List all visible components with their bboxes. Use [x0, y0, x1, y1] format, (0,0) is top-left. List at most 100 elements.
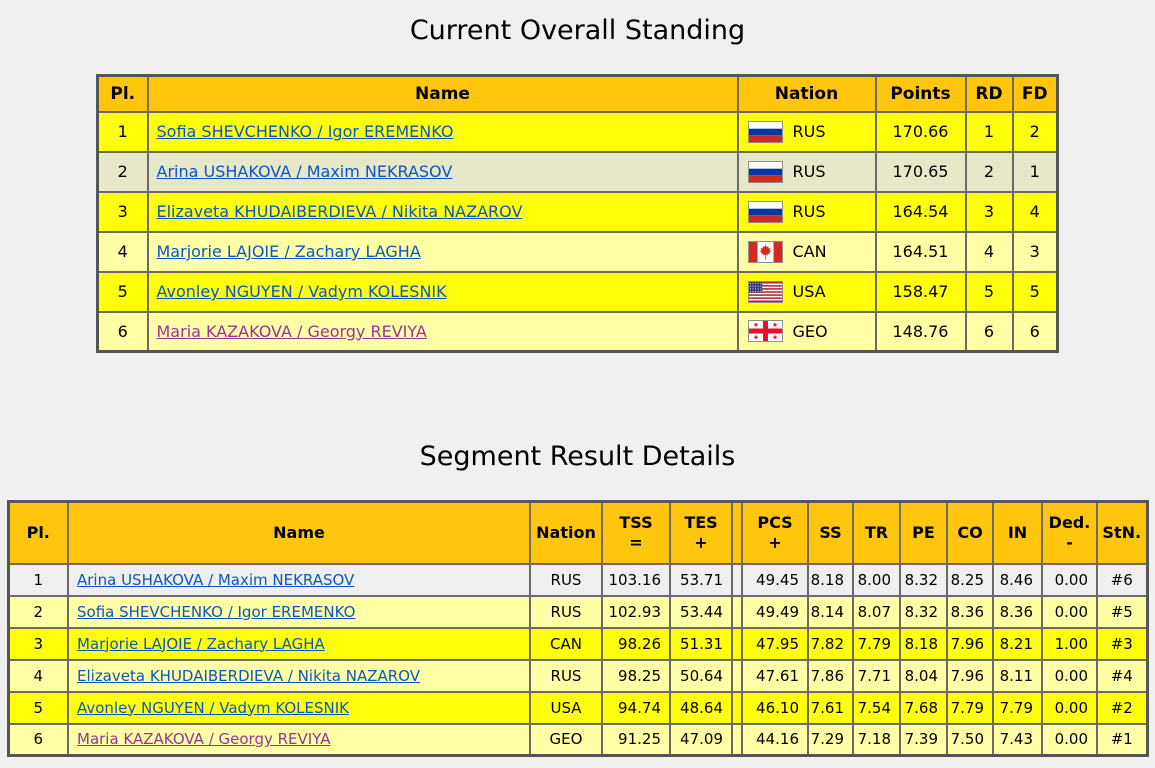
in-cell: 8.21: [992, 626, 1043, 661]
nation-cell: USA: [529, 690, 603, 725]
column-header-nation: Nation: [736, 74, 877, 113]
nation-cell: RUS: [529, 594, 603, 629]
co-cell: 7.96: [946, 626, 994, 661]
nation-code: GEO: [792, 321, 828, 341]
ded-cell: 0.00: [1041, 722, 1098, 757]
russia-flag-icon: [747, 120, 783, 143]
name-cell: Avonley NGUYEN / Vadym KOLESNIK: [67, 690, 531, 725]
nation-cell: CAN: [736, 230, 877, 273]
rd-cell: 2: [964, 150, 1014, 193]
column-header-stn: StN.: [1096, 500, 1148, 565]
table-row: 6 Maria KAZAKOVA / Georgy REVIYA GEO 148.76…: [96, 310, 1059, 353]
spacer-cell: [731, 690, 743, 725]
column-header-name: Name: [146, 74, 739, 113]
table-row: 4 Marjorie LAJOIE / Zachary LAGHA CAN 164.5…: [96, 230, 1059, 273]
stn-cell: #3: [1096, 626, 1148, 661]
spacer-cell: [731, 626, 743, 661]
nation-cell: USA: [736, 270, 877, 313]
ded-cell: 1.00: [1041, 626, 1098, 661]
nation-code: CAN: [792, 242, 827, 261]
in-cell: 7.79: [992, 690, 1043, 725]
column-header-ded: Ded. -: [1041, 500, 1098, 565]
pcs-cell: 47.95: [741, 626, 809, 661]
pl-cell: 2: [7, 594, 69, 629]
rd-cell: 6: [964, 310, 1014, 353]
name-cell: Sofia SHEVCHENKO / Igor EREMENKO: [67, 594, 531, 629]
points-cell: 148.76: [874, 310, 967, 353]
name-cell: Elizaveta KHUDAIBERDIEVA / Nikita NAZARO…: [67, 658, 531, 693]
pcs-cell: 46.10: [741, 690, 809, 725]
pcs-cell: 44.16: [741, 722, 809, 757]
pe-cell: 8.32: [899, 562, 948, 597]
russia-flag-icon: [747, 200, 783, 223]
spacer-column-header: [731, 500, 743, 565]
name-cell: Arina USHAKOVA / Maxim NEKRASOV: [67, 562, 531, 597]
usa-flag-icon: [747, 280, 783, 303]
spacer-cell: [731, 722, 743, 757]
fd-cell: 5: [1011, 270, 1059, 313]
table-row: 2 Sofia SHEVCHENKO / Igor EREMENKO RUS 102.…: [7, 594, 1148, 629]
skater-name-link[interactable]: Maria KAZAKOVA / Georgy REVIYA: [77, 730, 331, 749]
name-cell: Avonley NGUYEN / Vadym KOLESNIK: [146, 270, 739, 313]
table-row: 3 Elizaveta KHUDAIBERDIEVA / Nikita NAZAR…: [96, 190, 1059, 233]
column-header-tr: TR: [852, 500, 901, 565]
column-header-pe: PE: [899, 500, 948, 565]
page-title-overall: Current Overall Standing: [409, 15, 746, 46]
tr-cell: 7.54: [852, 690, 901, 725]
ss-cell: 7.29: [807, 722, 854, 757]
pe-cell: 8.18: [899, 626, 948, 661]
pe-cell: 7.39: [899, 722, 948, 757]
nation-cell: RUS: [529, 658, 603, 693]
skater-name-link[interactable]: Elizaveta KHUDAIBERDIEVA / Nikita NAZARO…: [77, 666, 421, 685]
column-header-tes: TES +: [669, 500, 733, 565]
ss-cell: 8.14: [807, 594, 854, 629]
skater-name-link[interactable]: Arina USHAKOVA / Maxim NEKRASOV: [77, 570, 355, 589]
skater-name-link[interactable]: Sofia SHEVCHENKO / Igor EREMENKO: [156, 122, 454, 141]
nation-code: USA: [792, 282, 826, 301]
nation-cell: RUS: [736, 150, 877, 193]
nation-cell: CAN: [529, 626, 603, 661]
tes-cell: 47.09: [669, 722, 733, 757]
column-header-pl: Pl.: [7, 500, 69, 565]
skater-name-link[interactable]: Elizaveta KHUDAIBERDIEVA / Nikita NAZARO…: [156, 202, 523, 221]
skater-name-link[interactable]: Marjorie LAJOIE / Zachary LAGHA: [77, 634, 325, 653]
tss-cell: 102.93: [601, 594, 671, 629]
name-cell: Sofia SHEVCHENKO / Igor EREMENKO: [146, 110, 739, 153]
tr-cell: 8.00: [852, 562, 901, 597]
skater-name-link[interactable]: Arina USHAKOVA / Maxim NEKRASOV: [156, 162, 453, 181]
nation-cell: RUS: [736, 190, 877, 233]
stn-cell: #5: [1096, 594, 1148, 629]
tes-cell: 51.31: [669, 626, 733, 661]
nation-code: RUS: [792, 122, 826, 141]
fd-cell: 3: [1011, 230, 1059, 273]
rank-cell: 1: [96, 110, 149, 153]
table-row: 6 Maria KAZAKOVA / Georgy REVIYA GEO 91.25 4…: [7, 722, 1148, 757]
table-row: 1 Arina USHAKOVA / Maxim NEKRASOV RUS 103.1…: [7, 562, 1148, 597]
ss-cell: 7.82: [807, 626, 854, 661]
column-header-pcs: PCS +: [741, 500, 809, 565]
spacer-cell: [731, 594, 743, 629]
pcs-cell: 49.45: [741, 562, 809, 597]
skater-name-link[interactable]: Sofia SHEVCHENKO / Igor EREMENKO: [77, 602, 356, 621]
skater-name-link[interactable]: Avonley NGUYEN / Vadym KOLESNIK: [156, 282, 447, 301]
in-cell: 8.36: [992, 594, 1043, 629]
tss-cell: 94.74: [601, 690, 671, 725]
skater-name-link[interactable]: Marjorie LAJOIE / Zachary LAGHA: [156, 242, 421, 261]
pcs-cell: 49.49: [741, 594, 809, 629]
skater-name-link[interactable]: Maria KAZAKOVA / Georgy REVIYA: [156, 321, 427, 341]
skater-name-link[interactable]: Avonley NGUYEN / Vadym KOLESNIK: [77, 698, 349, 717]
pl-cell: 5: [7, 690, 69, 725]
tss-cell: 98.26: [601, 626, 671, 661]
rank-cell: 6: [96, 310, 149, 353]
name-cell: Elizaveta KHUDAIBERDIEVA / Nikita NAZARO…: [146, 190, 739, 233]
canada-flag-icon: [747, 240, 783, 263]
ded-cell: 0.00: [1041, 658, 1098, 693]
ded-cell: 0.00: [1041, 690, 1098, 725]
nation-cell: RUS: [736, 110, 877, 153]
overall-header-row: Pl. Name Nation Points RD FD: [96, 74, 1059, 113]
nation-cell: RUS: [529, 562, 603, 597]
pcs-cell: 47.61: [741, 658, 809, 693]
segment-header-row: Pl. Name Nation TSS = TES + PCS + SS TR PE CO IN Ded. -…: [7, 500, 1148, 565]
tes-cell: 53.44: [669, 594, 733, 629]
table-row: 1 Sofia SHEVCHENKO / Igor EREMENKO RUS 170.…: [96, 110, 1059, 153]
